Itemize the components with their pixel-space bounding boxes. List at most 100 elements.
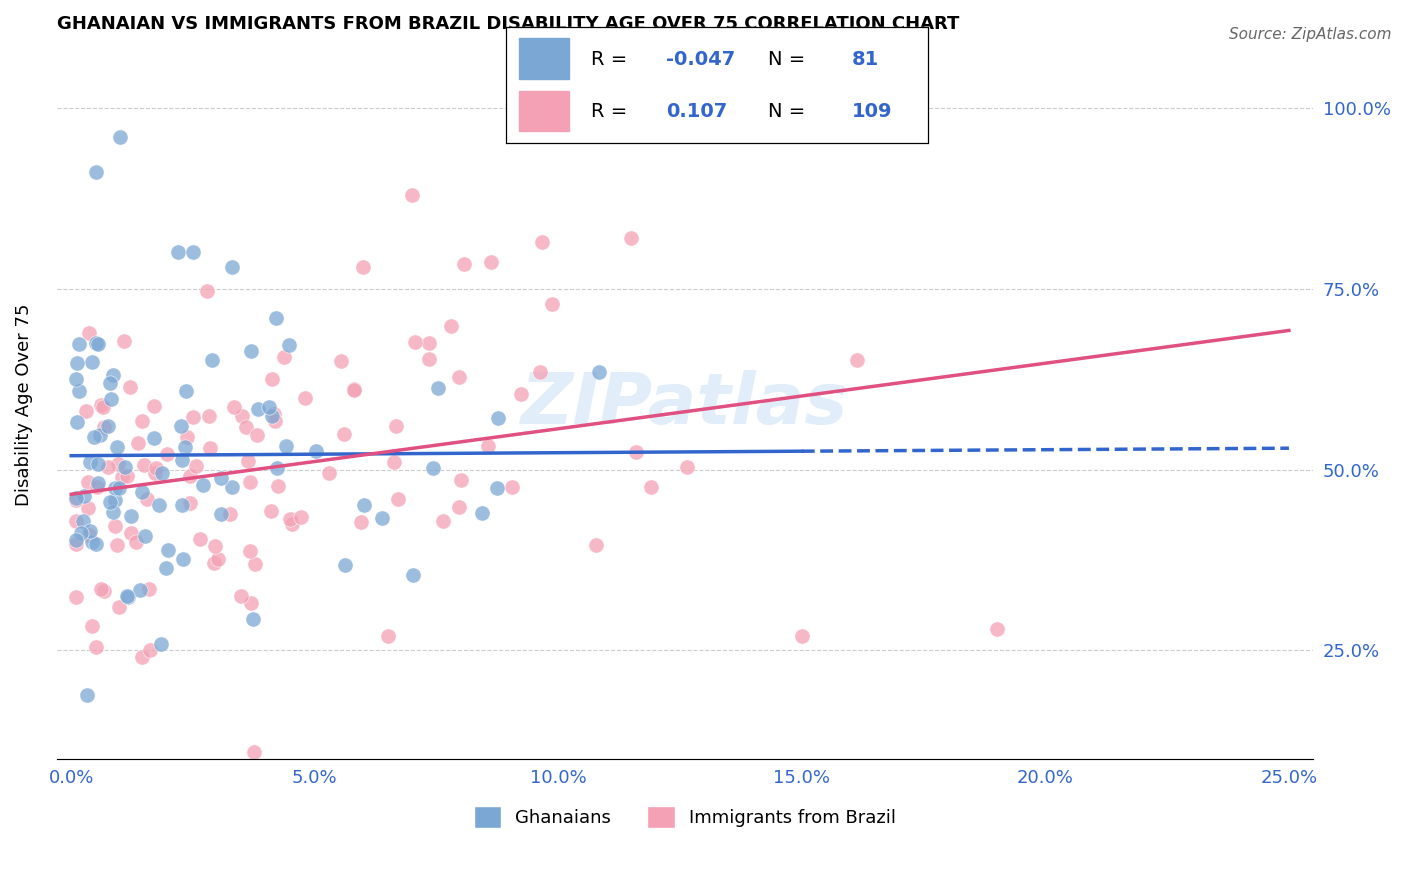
Point bbox=[501, 480, 523, 494]
Legend: Ghanaians, Immigrants from Brazil: Ghanaians, Immigrants from Brazil bbox=[467, 798, 903, 835]
Point bbox=[402, 568, 425, 582]
Point bbox=[221, 260, 243, 274]
Point bbox=[449, 500, 471, 515]
Point bbox=[370, 511, 392, 525]
Point bbox=[134, 529, 156, 543]
Point bbox=[387, 492, 409, 507]
Point bbox=[86, 640, 108, 655]
Point bbox=[75, 404, 97, 418]
Point bbox=[264, 310, 287, 325]
Point bbox=[479, 255, 502, 269]
Point bbox=[294, 391, 316, 405]
Point bbox=[79, 326, 101, 340]
Point bbox=[90, 398, 112, 412]
Point bbox=[509, 386, 531, 401]
Point bbox=[624, 445, 647, 459]
Point bbox=[117, 591, 139, 605]
Point bbox=[247, 401, 270, 416]
Point bbox=[65, 493, 87, 508]
Point bbox=[179, 468, 201, 483]
Point bbox=[239, 475, 262, 489]
Text: R =: R = bbox=[591, 102, 633, 121]
Point bbox=[335, 558, 357, 572]
Point bbox=[79, 455, 101, 469]
Point bbox=[231, 409, 253, 424]
Point bbox=[176, 429, 198, 443]
Point bbox=[90, 582, 112, 596]
Point bbox=[530, 235, 553, 249]
Point bbox=[76, 688, 98, 702]
Point bbox=[120, 526, 142, 541]
Point bbox=[72, 514, 94, 528]
Point bbox=[139, 642, 162, 657]
Point bbox=[67, 337, 90, 351]
Point bbox=[207, 552, 229, 566]
Point bbox=[195, 284, 218, 298]
Point bbox=[239, 544, 262, 558]
Point bbox=[620, 231, 643, 245]
Point bbox=[101, 368, 124, 382]
Point bbox=[65, 491, 87, 505]
Point bbox=[105, 538, 128, 552]
Point bbox=[87, 476, 110, 491]
Text: 81: 81 bbox=[852, 50, 879, 69]
Point bbox=[134, 458, 156, 472]
Point bbox=[66, 356, 89, 370]
Text: GHANAIAN VS IMMIGRANTS FROM BRAZIL DISABILITY AGE OVER 75 CORRELATION CHART: GHANAIAN VS IMMIGRANTS FROM BRAZIL DISAB… bbox=[56, 15, 959, 33]
Point bbox=[93, 583, 115, 598]
Point bbox=[676, 460, 699, 475]
Point bbox=[172, 453, 194, 467]
Point bbox=[262, 409, 284, 423]
Point bbox=[103, 518, 125, 533]
Bar bbox=[519, 91, 569, 131]
Text: R =: R = bbox=[591, 50, 633, 69]
Point bbox=[209, 471, 232, 485]
Point bbox=[143, 431, 166, 445]
Point bbox=[209, 508, 232, 522]
Point bbox=[80, 619, 103, 633]
Point bbox=[107, 458, 129, 472]
Point bbox=[156, 543, 179, 558]
Point bbox=[278, 512, 301, 526]
Point bbox=[104, 481, 127, 495]
Point bbox=[105, 440, 128, 454]
Point bbox=[588, 365, 610, 379]
Point bbox=[179, 496, 201, 510]
Point bbox=[138, 582, 160, 596]
Point bbox=[585, 538, 607, 552]
Point bbox=[204, 556, 226, 570]
Point bbox=[115, 589, 138, 603]
Point bbox=[143, 399, 166, 413]
Point bbox=[385, 418, 408, 433]
Point bbox=[97, 459, 120, 474]
Point bbox=[136, 492, 159, 507]
Point bbox=[103, 505, 125, 519]
Point bbox=[263, 407, 285, 421]
Point bbox=[111, 470, 134, 484]
Point bbox=[193, 478, 215, 492]
Point bbox=[100, 392, 122, 406]
Point bbox=[305, 444, 328, 458]
Point bbox=[155, 447, 177, 461]
Point bbox=[846, 352, 869, 367]
Point bbox=[273, 351, 295, 365]
Point bbox=[120, 380, 142, 394]
Text: 0.107: 0.107 bbox=[666, 102, 728, 121]
Text: Source: ZipAtlas.com: Source: ZipAtlas.com bbox=[1229, 27, 1392, 42]
Point bbox=[148, 498, 170, 512]
Point bbox=[260, 372, 283, 386]
Point bbox=[150, 467, 173, 481]
Point bbox=[108, 600, 131, 615]
Point bbox=[65, 514, 87, 528]
Point bbox=[240, 595, 263, 609]
Point bbox=[87, 336, 110, 351]
Point bbox=[266, 461, 288, 475]
Point bbox=[114, 459, 136, 474]
Point bbox=[790, 629, 813, 643]
Bar bbox=[519, 38, 569, 79]
Point bbox=[80, 535, 103, 549]
Point bbox=[108, 481, 131, 495]
Point bbox=[432, 514, 454, 528]
Point bbox=[86, 480, 108, 494]
Point bbox=[89, 428, 111, 442]
